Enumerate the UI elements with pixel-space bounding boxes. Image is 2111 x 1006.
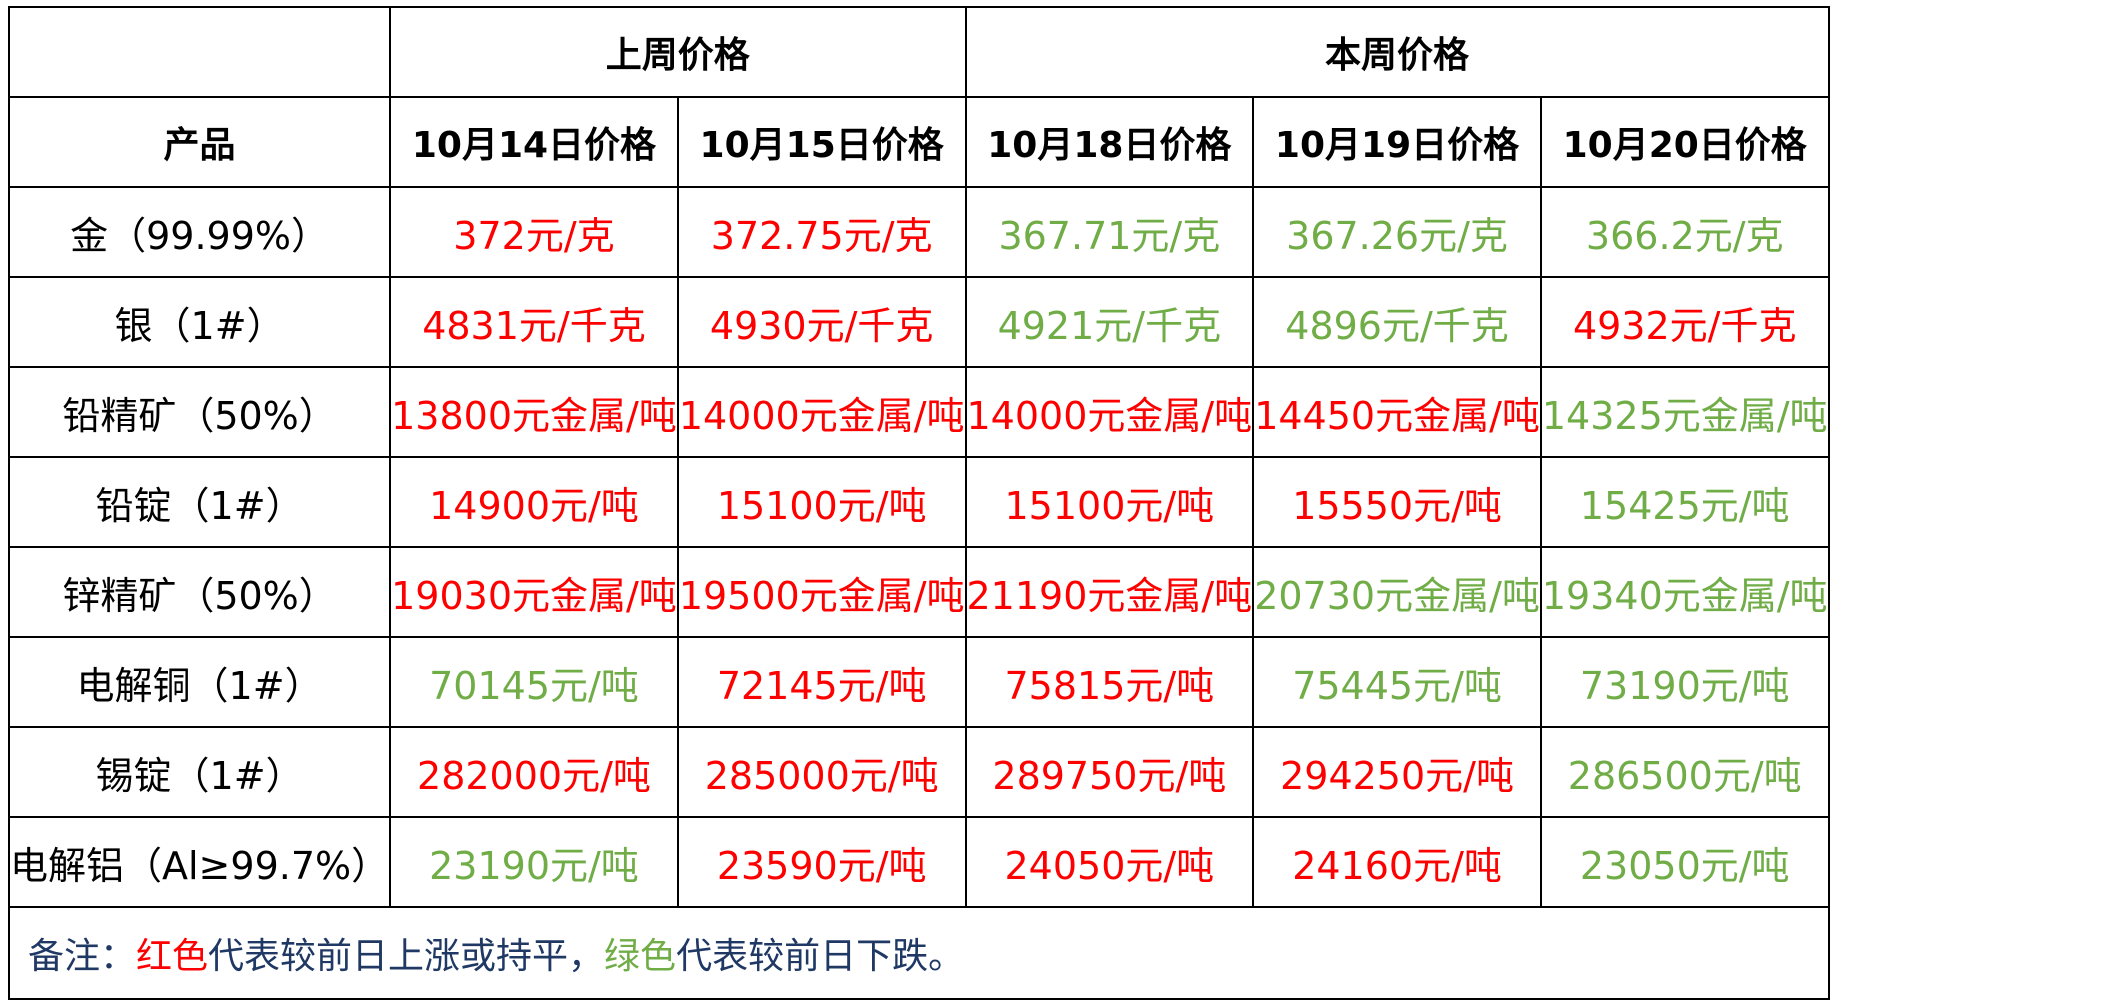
price-cell: 15550元/吨 (1252, 456, 1542, 548)
price-cell: 372.75元/克 (676, 186, 967, 278)
product-name: 金（99.99%） (7, 186, 392, 278)
header-date-2: 10月15日价格 (676, 96, 967, 188)
table-row: 银（1#） 4831元/千克 4930元/千克 4921元/千克 4896元/千… (7, 276, 1830, 368)
header-date-1: 10月14日价格 (389, 96, 679, 188)
price-cell: 19340元金属/吨 (1539, 546, 1830, 638)
legend-note: 备注：红色代表较前日上涨或持平，绿色代表较前日下跌。 (8, 906, 1830, 1000)
price-cell: 4932元/千克 (1539, 276, 1830, 368)
price-cell: 4896元/千克 (1252, 276, 1542, 368)
table-row: 锌精矿（50%） 19030元金属/吨 19500元金属/吨 21190元金属/… (7, 546, 1830, 638)
price-cell: 286500元/吨 (1539, 726, 1830, 818)
price-cell: 14000元金属/吨 (964, 366, 1255, 458)
price-cell: 20730元金属/吨 (1252, 546, 1542, 638)
price-cell: 15100元/吨 (676, 456, 967, 548)
header-group-row: 上周价格 本周价格 (7, 6, 1830, 98)
price-cell: 4921元/千克 (964, 276, 1255, 368)
product-name: 锌精矿（50%） (7, 546, 392, 638)
header-top-left-cell (7, 6, 392, 98)
price-cell: 14450元金属/吨 (1252, 366, 1542, 458)
note-red-text: 代表较前日上涨或持平， (208, 936, 605, 977)
header-date-4: 10月19日价格 (1252, 96, 1542, 188)
product-name: 电解铝（Al≥99.7%） (7, 816, 392, 908)
note-row: 备注：红色代表较前日上涨或持平，绿色代表较前日下跌。 (8, 906, 1830, 1000)
price-table: 上周价格 本周价格 产品 10月14日价格 10月15日价格 10月18日价格 … (7, 6, 1830, 1000)
price-cell: 75815元/吨 (964, 636, 1255, 728)
product-name: 铅锭（1#） (7, 456, 392, 548)
header-date-5: 10月20日价格 (1539, 96, 1830, 188)
price-cell: 23050元/吨 (1539, 816, 1830, 908)
price-cell: 367.26元/克 (1252, 186, 1542, 278)
price-cell: 15100元/吨 (964, 456, 1255, 548)
header-last-week-price: 上周价格 (389, 6, 967, 98)
price-cell: 15425元/吨 (1539, 456, 1830, 548)
note-red-word: 红色 (136, 936, 209, 977)
price-cell: 14000元金属/吨 (676, 366, 967, 458)
product-name: 锡锭（1#） (7, 726, 392, 818)
price-cell: 4831元/千克 (389, 276, 679, 368)
price-cell: 4930元/千克 (676, 276, 967, 368)
price-cell: 282000元/吨 (389, 726, 679, 818)
note-green-text: 代表较前日下跌。 (676, 936, 965, 977)
price-cell: 75445元/吨 (1252, 636, 1542, 728)
price-cell: 23590元/吨 (676, 816, 967, 908)
price-cell: 19030元金属/吨 (389, 546, 679, 638)
price-cell: 366.2元/克 (1539, 186, 1830, 278)
note-green-word: 绿色 (604, 936, 677, 977)
header-this-week-price: 本周价格 (964, 6, 1830, 98)
price-cell: 21190元金属/吨 (964, 546, 1255, 638)
header-date-row: 产品 10月14日价格 10月15日价格 10月18日价格 10月19日价格 1… (7, 96, 1830, 188)
price-cell: 73190元/吨 (1539, 636, 1830, 728)
price-cell: 72145元/吨 (676, 636, 967, 728)
table-body: 金（99.99%） 372元/克 372.75元/克 367.71元/克 367… (7, 186, 1830, 1000)
price-cell: 289750元/吨 (964, 726, 1255, 818)
header-product: 产品 (7, 96, 392, 188)
price-cell: 70145元/吨 (389, 636, 679, 728)
price-table-container: 上周价格 本周价格 产品 10月14日价格 10月15日价格 10月18日价格 … (7, 6, 1830, 1000)
price-cell: 14325元金属/吨 (1539, 366, 1830, 458)
price-cell: 13800元金属/吨 (389, 366, 679, 458)
price-cell: 372元/克 (389, 186, 679, 278)
price-cell: 23190元/吨 (389, 816, 679, 908)
table-row: 铅锭（1#） 14900元/吨 15100元/吨 15100元/吨 15550元… (7, 456, 1830, 548)
product-name: 铅精矿（50%） (7, 366, 392, 458)
product-name: 银（1#） (7, 276, 392, 368)
table-row: 锡锭（1#） 282000元/吨 285000元/吨 289750元/吨 294… (7, 726, 1830, 818)
product-name: 电解铜（1#） (7, 636, 392, 728)
price-cell: 14900元/吨 (389, 456, 679, 548)
price-cell: 24160元/吨 (1252, 816, 1542, 908)
price-cell: 19500元金属/吨 (676, 546, 967, 638)
note-prefix: 备注： (28, 936, 137, 977)
table-row: 金（99.99%） 372元/克 372.75元/克 367.71元/克 367… (7, 186, 1830, 278)
table-row: 电解铜（1#） 70145元/吨 72145元/吨 75815元/吨 75445… (7, 636, 1830, 728)
header-date-3: 10月18日价格 (964, 96, 1255, 188)
table-row: 电解铝（Al≥99.7%） 23190元/吨 23590元/吨 24050元/吨… (7, 816, 1830, 908)
table-row: 铅精矿（50%） 13800元金属/吨 14000元金属/吨 14000元金属/… (7, 366, 1830, 458)
price-cell: 285000元/吨 (676, 726, 967, 818)
price-cell: 294250元/吨 (1252, 726, 1542, 818)
price-cell: 24050元/吨 (964, 816, 1255, 908)
price-cell: 367.71元/克 (964, 186, 1255, 278)
